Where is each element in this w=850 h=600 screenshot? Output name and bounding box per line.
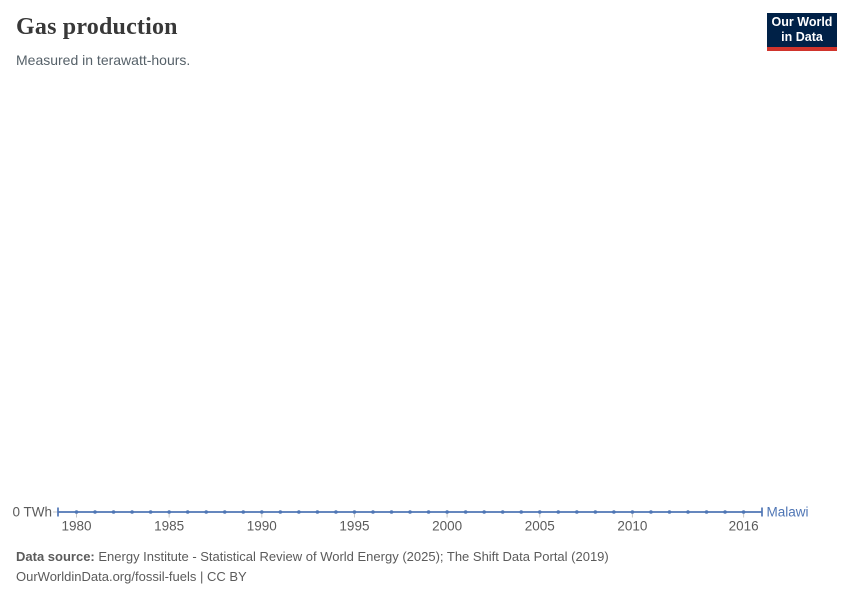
data-point xyxy=(482,510,486,514)
chart-subtitle: Measured in terawatt-hours. xyxy=(16,52,191,68)
data-source-line: Data source: Energy Institute - Statisti… xyxy=(16,547,609,567)
data-point xyxy=(556,510,561,514)
owid-logo-text: Our World in Data xyxy=(767,13,837,47)
x-tick-label: 1985 xyxy=(154,519,184,534)
page-title: Gas production xyxy=(16,14,178,40)
data-point xyxy=(500,510,505,514)
data-source-text: Energy Institute - Statistical Review of… xyxy=(98,549,609,564)
data-point xyxy=(222,510,227,514)
data-point xyxy=(74,510,79,514)
data-point xyxy=(519,510,524,514)
y-axis-zero-label: 0 TWh xyxy=(12,505,52,520)
data-point xyxy=(537,510,542,514)
data-point xyxy=(148,510,153,514)
license-line: OurWorldinData.org/fossil-fuels | CC BY xyxy=(16,569,247,584)
data-point xyxy=(204,510,209,514)
data-point xyxy=(667,510,672,514)
data-point xyxy=(241,510,246,514)
data-point xyxy=(278,510,283,514)
chart-footer: Data source: Energy Institute - Statisti… xyxy=(16,547,609,587)
data-point xyxy=(426,510,431,514)
owid-logo-line1: Our World xyxy=(771,15,833,29)
x-tick-label: 1980 xyxy=(61,519,91,534)
data-point xyxy=(315,510,320,514)
data-point xyxy=(649,510,653,514)
x-tick-label: 1995 xyxy=(339,519,369,534)
data-point xyxy=(593,510,598,514)
data-point xyxy=(445,510,449,514)
x-tick-label: 2000 xyxy=(432,519,462,534)
data-source-label: Data source: xyxy=(16,549,95,564)
data-point xyxy=(630,510,635,514)
data-point xyxy=(704,510,709,514)
data-point xyxy=(260,510,264,514)
data-point xyxy=(463,510,468,514)
series-label: Malawi xyxy=(767,505,809,520)
owid-logo: Our World in Data xyxy=(767,13,837,51)
data-point xyxy=(389,510,394,514)
x-tick-label: 2005 xyxy=(525,519,555,534)
data-point xyxy=(130,510,134,514)
data-point xyxy=(297,510,301,514)
data-point xyxy=(686,510,690,514)
x-tick-label: 1990 xyxy=(247,519,277,534)
data-point xyxy=(185,510,190,514)
data-point xyxy=(612,510,616,514)
data-point xyxy=(723,510,727,514)
data-point xyxy=(334,510,338,514)
data-point xyxy=(575,510,579,514)
x-tick-label: 2010 xyxy=(617,519,647,534)
data-point xyxy=(111,510,116,514)
owid-logo-red-bar xyxy=(767,47,837,51)
owid-logo-line2: in Data xyxy=(781,30,823,44)
data-point xyxy=(352,510,357,514)
data-point xyxy=(408,510,412,514)
data-point xyxy=(167,510,171,514)
x-tick-label: 2016 xyxy=(729,519,759,534)
data-point xyxy=(741,510,746,514)
data-point xyxy=(93,510,97,514)
data-point xyxy=(371,510,375,514)
